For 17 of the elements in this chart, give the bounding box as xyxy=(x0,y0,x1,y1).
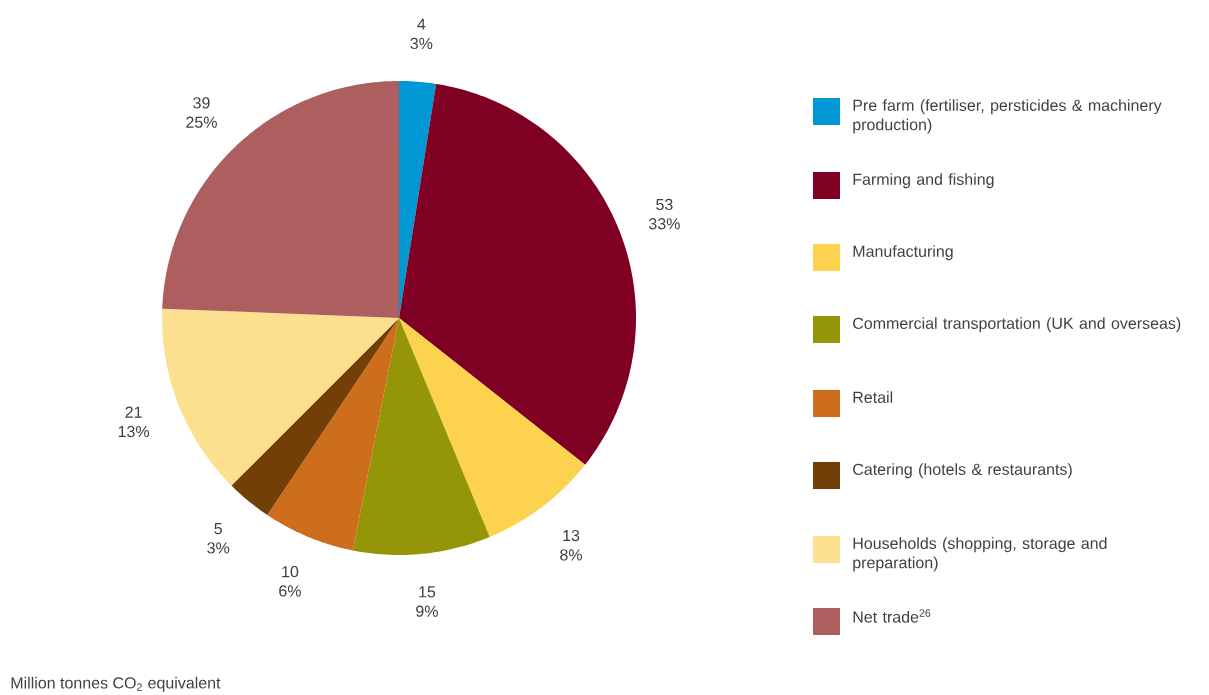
data-label: 4 3% xyxy=(410,18,433,50)
legend-label: Farming and fishing xyxy=(853,173,994,189)
text: Million tonnes CO$_{2}$ equivalent xyxy=(11,676,221,692)
legend-label: Retail xyxy=(853,391,893,403)
legend-label: Pre farm (fertiliser, persticides & machinery production) xyxy=(853,99,1162,134)
legend-label: Commercial transportation (UK and overseas) xyxy=(853,317,1181,333)
legend-label: Manufacturing xyxy=(853,245,953,261)
legend-label: Net trade$^{26}$ xyxy=(853,609,931,623)
legend-label: Catering (hotels & restaurants) xyxy=(853,463,1072,479)
data-label: 53 33% xyxy=(649,198,680,230)
data-label: 39 25% xyxy=(186,97,217,128)
data-label: 10 6% xyxy=(279,565,301,597)
data-label: 15 9% xyxy=(416,586,438,617)
data-label: 21 13% xyxy=(118,406,150,438)
legend-label: Households (shopping, storage and preparation) xyxy=(853,537,1107,572)
data-label: 5 3% xyxy=(207,523,230,554)
data-label: 13 8% xyxy=(560,529,583,561)
